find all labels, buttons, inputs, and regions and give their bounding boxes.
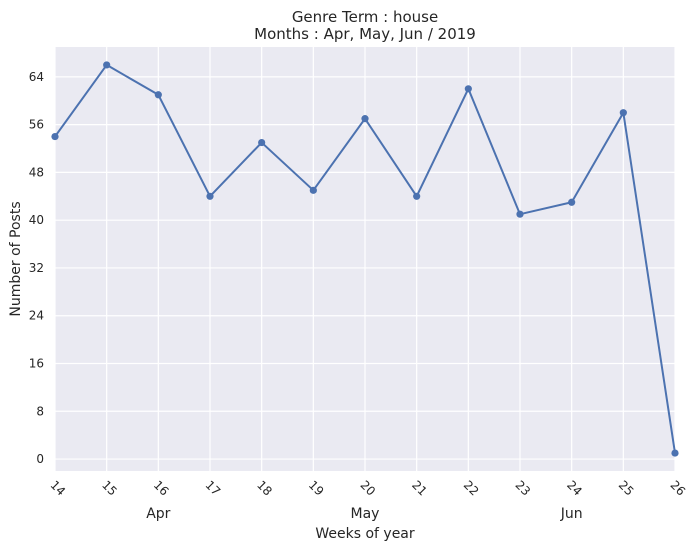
y-tick-label: 8 — [36, 404, 44, 418]
y-tick-label: 64 — [29, 70, 44, 84]
series-layer — [51, 61, 679, 457]
data-point — [413, 192, 421, 200]
data-point — [258, 138, 266, 147]
y-tick-label: 56 — [29, 118, 44, 132]
month-label: May — [351, 506, 380, 522]
grid-lines — [54, 47, 676, 471]
x-tick-label: 21 — [409, 478, 430, 499]
month-label: Jun — [560, 506, 583, 522]
x-tick-label: 26 — [667, 478, 688, 499]
x-axis-label: Weeks of year — [315, 526, 415, 542]
chart-title: Genre Term : house — [292, 8, 438, 26]
data-point — [154, 91, 162, 99]
data-point — [516, 210, 524, 218]
y-tick-label: 16 — [29, 357, 44, 371]
x-tick-label: 18 — [254, 478, 275, 499]
chart-subtitle: Months : Apr, May, Jun / 2019 — [254, 25, 476, 43]
data-point — [361, 115, 369, 123]
x-tick-label: 16 — [151, 478, 172, 499]
data-point — [568, 198, 576, 206]
x-tick-label: 22 — [461, 478, 482, 499]
data-point — [309, 186, 317, 194]
y-tick-label: 48 — [29, 165, 44, 179]
x-tick-label: 14 — [47, 478, 68, 499]
y-axis-label: Number of Posts — [8, 201, 24, 316]
data-point — [206, 192, 214, 200]
y-tick-label: 24 — [29, 309, 44, 323]
month-label: Apr — [146, 506, 170, 522]
data-point — [464, 85, 472, 93]
y-tick-labels: 0 8 16 24 32 40 48 56 64 — [29, 70, 44, 466]
x-tick-label: 25 — [616, 478, 637, 499]
y-tick-label: 0 — [36, 452, 44, 466]
y-tick-label: 32 — [29, 261, 44, 275]
x-tick-label: 19 — [306, 478, 327, 499]
x-tick-labels: 14 15 16 17 18 19 20 21 22 23 24 25 26 — [47, 478, 688, 499]
x-tick-label: 20 — [357, 478, 378, 499]
data-point — [671, 449, 679, 457]
y-tick-label: 40 — [29, 213, 44, 227]
data-point — [619, 109, 627, 117]
x-tick-label: 17 — [202, 478, 223, 499]
x-tick-label: 24 — [564, 478, 585, 499]
x-tick-label: 23 — [512, 478, 533, 499]
month-labels: Apr May Jun — [146, 506, 582, 522]
data-point — [51, 132, 59, 141]
x-tick-label: 15 — [99, 478, 120, 499]
data-point — [103, 61, 111, 69]
